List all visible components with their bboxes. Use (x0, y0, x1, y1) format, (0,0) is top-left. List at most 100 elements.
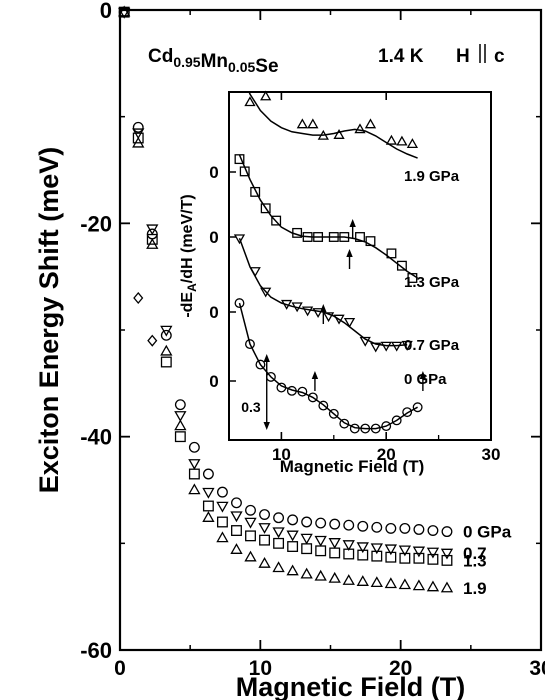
data-point (202, 487, 215, 499)
data-point (259, 534, 270, 546)
annotation-label: 0.3 (241, 399, 261, 415)
data-point (301, 516, 313, 528)
data-point (188, 468, 200, 480)
inset-data-point (396, 135, 408, 146)
inset-data-point (391, 415, 402, 426)
inset-data-point (250, 186, 261, 197)
inset-data-point (245, 339, 255, 350)
data-point (272, 561, 285, 573)
data-point (314, 535, 327, 547)
series-label: 1.9 (463, 579, 487, 598)
data-point (230, 543, 243, 554)
data-point (315, 545, 327, 557)
inset-data-point (244, 96, 256, 107)
data-point (314, 569, 327, 581)
main-x-axis-title: Magnetic Field (T) (236, 672, 466, 700)
main-x-tick-label: 0 (114, 657, 126, 680)
inset-data-point (313, 232, 324, 242)
data-point (132, 132, 144, 144)
inset-data-point (407, 273, 418, 283)
data-point (160, 329, 172, 341)
field-arrow (311, 371, 319, 391)
inset-data-point (260, 203, 271, 214)
data-point (301, 543, 313, 555)
data-point (188, 441, 200, 453)
data-point (188, 483, 201, 495)
inset-data-point (386, 248, 397, 259)
main-y-tick-label: -20 (80, 211, 112, 236)
inset-data-point (271, 215, 282, 226)
inset-series-0.7-GPa: 0.7 GPa (233, 234, 460, 354)
data-point (287, 514, 299, 526)
data-point (370, 543, 383, 555)
data-point (259, 509, 270, 520)
data-point (132, 121, 144, 133)
main-x-tick-label: 10 (249, 657, 272, 680)
inset-data-point (255, 359, 266, 370)
inset-data-point (296, 118, 308, 129)
inset-data-point (328, 408, 339, 419)
data-point (258, 523, 271, 534)
arrow-head (419, 371, 427, 379)
inset-data-point (234, 298, 245, 309)
main-y-axis-title: Exciton Energy Shift (meV) (34, 147, 64, 494)
inset-data-point (391, 341, 403, 352)
inset-series-1.9-GPa: 1.9 GPa (244, 90, 460, 239)
inset-series-0-GPa: 0 GPa (234, 298, 447, 434)
data-point (398, 545, 412, 557)
data-point (300, 567, 313, 579)
inset-data-point (333, 129, 345, 139)
inset-series-label: 1.3 GPa (404, 274, 460, 291)
data-point (174, 399, 186, 411)
data-point (174, 411, 187, 422)
main-chart: 0 10 20 30 0 -20 -40 -60 Magnetic Field (T) Excit… (34, 0, 545, 700)
data-point (328, 538, 341, 549)
inset-data-point (281, 299, 293, 310)
inset-data-point (322, 312, 335, 323)
data-point (343, 548, 355, 560)
inset-data-point (401, 340, 413, 351)
data-point (245, 530, 256, 542)
inset-data-point (359, 336, 371, 347)
series-1.9: 1.9 (118, 5, 487, 598)
inset-data-point (385, 134, 398, 145)
data-point (342, 574, 355, 585)
data-point (244, 517, 257, 529)
data-point (258, 557, 271, 568)
data-point (384, 577, 397, 589)
series-0.7: 0.7 (118, 7, 487, 563)
data-point (385, 522, 397, 534)
inset-data-point (360, 423, 371, 434)
arrow-head (320, 304, 327, 312)
diamond-point (133, 291, 144, 305)
data-point (328, 571, 341, 583)
inset-data-point (339, 232, 350, 242)
inset-data-point (365, 236, 376, 247)
inset-y-tick-label: 0 (209, 228, 218, 247)
data-point (216, 516, 228, 528)
series-label: 0.7 (463, 544, 487, 563)
inset-data-point (286, 385, 297, 396)
data-point (174, 419, 187, 431)
data-point (174, 431, 186, 443)
main-x-tick-label: 20 (389, 657, 412, 680)
data-point (399, 552, 411, 564)
data-point (160, 325, 173, 337)
inset-y-tick-label: 0 (209, 163, 218, 182)
data-point (427, 553, 439, 565)
inset-data-point (381, 421, 392, 432)
temperature-label: 1.4 K (378, 46, 424, 67)
series-label: 1.3 (463, 551, 487, 570)
data-point (413, 524, 425, 535)
inset-x-tick-label: 30 (482, 445, 501, 464)
inset-data-point (328, 232, 339, 242)
inset-data-point (354, 123, 366, 134)
inset-data-point (318, 400, 329, 411)
arrow-head (311, 371, 319, 379)
series-0-GPa: 0 GPa (118, 6, 512, 542)
data-point (231, 497, 242, 509)
data-point (216, 501, 229, 513)
data-point (356, 575, 369, 586)
field-arrow (346, 249, 353, 269)
data-point (357, 549, 369, 561)
